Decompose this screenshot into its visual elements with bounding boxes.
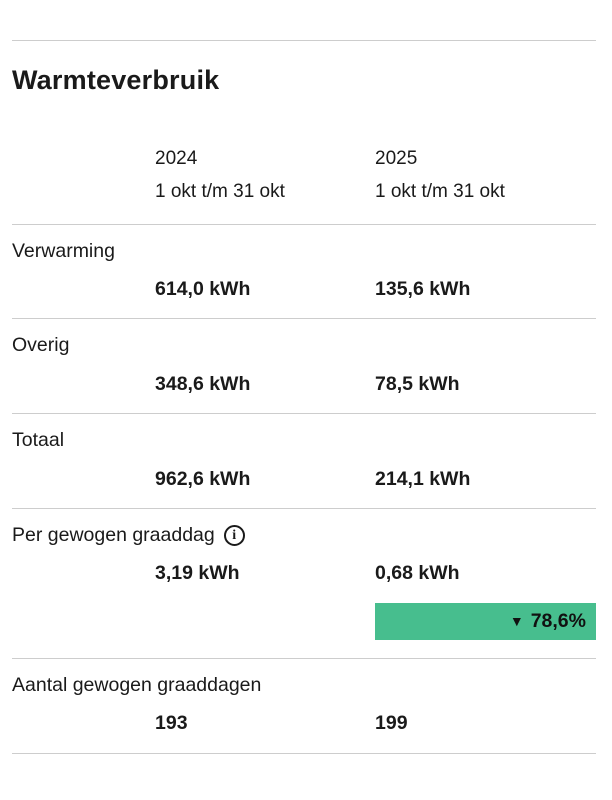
value-2025: 214,1 kWh — [375, 467, 471, 490]
value-2025: 0,68 kWh — [375, 562, 460, 585]
row-label: Per gewogen graaddag i — [12, 524, 596, 547]
column-headers: 2024 1 okt t/m 31 okt 2025 1 okt t/m 31 … — [12, 148, 596, 204]
column-year: 2024 — [155, 148, 198, 169]
top-divider — [12, 40, 596, 41]
value-2024: 962,6 kWh — [155, 467, 251, 490]
column-period: 1 okt t/m 31 okt — [155, 180, 285, 202]
row-label: Verwarming — [12, 239, 115, 262]
column-period: 1 okt t/m 31 okt — [375, 180, 505, 202]
table-row-totaal: Totaal 962,6 kWh 214,1 kWh — [12, 413, 596, 491]
row-values: 962,6 kWh 214,1 kWh — [12, 468, 596, 491]
column-header-2024: 2024 1 okt t/m 31 okt — [155, 148, 375, 204]
page-title: Warmteverbruik — [12, 65, 220, 95]
row-divider — [12, 223, 596, 225]
row-values: 614,0 kWh 135,6 kWh — [12, 278, 596, 301]
warmteverbruik-panel: Warmteverbruik 2024 1 okt t/m 31 okt 202… — [0, 40, 612, 800]
value-2024: 348,6 kWh — [155, 372, 251, 395]
column-year: 2025 — [375, 148, 418, 169]
row-values: 193 199 — [12, 712, 596, 735]
row-divider — [12, 657, 596, 659]
row-values: 3,19 kWh 0,68 kWh — [12, 562, 596, 585]
row-label: Overig — [12, 334, 70, 357]
row-divider — [12, 318, 596, 320]
bottom-divider — [12, 752, 596, 754]
table-row-verwarming: Verwarming 614,0 kWh 135,6 kWh — [12, 223, 596, 302]
row-label: Aantal gewogen graaddagen — [12, 673, 262, 696]
table-row-overig: Overig 348,6 kWh 78,5 kWh — [12, 318, 596, 396]
row-label-text: Per gewogen graaddag — [12, 523, 215, 546]
table-row-aantal-gewogen-graaddagen: Aantal gewogen graaddagen 193 199 — [12, 657, 596, 736]
arrow-down-icon: ▼ — [509, 613, 524, 630]
badge-row: ▼ 78,6% — [12, 602, 596, 640]
value-2024: 3,19 kWh — [155, 562, 240, 585]
row-divider — [12, 507, 596, 509]
row-divider — [12, 413, 596, 415]
value-2025: 135,6 kWh — [375, 277, 471, 300]
change-badge-value: 78,6% — [530, 609, 586, 632]
value-2025: 78,5 kWh — [375, 372, 460, 395]
table-row-per-gewogen-graaddag: Per gewogen graaddag i 3,19 kWh 0,68 kWh… — [12, 507, 596, 640]
row-label: Totaal — [12, 429, 65, 452]
info-icon[interactable]: i — [223, 525, 245, 547]
value-2024: 614,0 kWh — [155, 277, 251, 300]
column-header-2025: 2025 1 okt t/m 31 okt — [375, 148, 596, 204]
change-badge: ▼ 78,6% — [375, 602, 596, 640]
value-2025: 199 — [375, 712, 408, 735]
value-2024: 193 — [155, 712, 188, 735]
row-values: 348,6 kWh 78,5 kWh — [12, 373, 596, 396]
